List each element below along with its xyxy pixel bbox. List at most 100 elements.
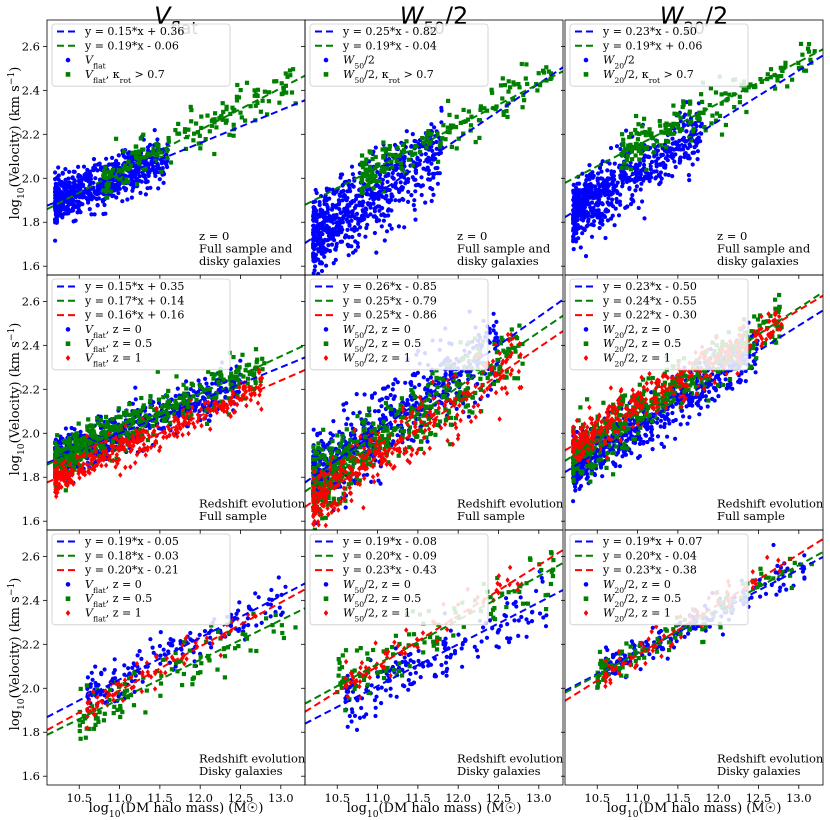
data-point-s2 [155,423,160,429]
data-point-s1 [322,453,327,458]
data-point-s1 [714,111,720,116]
data-point-s1 [136,150,141,155]
data-point-s0 [618,202,623,207]
data-point-s1 [398,407,403,412]
data-point-s0 [396,187,401,192]
data-point-s0 [574,227,579,232]
legend-fit-label: y = 0.23*x - 0.50 [602,25,697,38]
data-point-s0 [55,175,60,180]
data-point-s1 [121,421,126,426]
data-point-s1 [466,109,471,114]
data-point-s0 [607,192,612,197]
data-point-s1 [198,146,203,151]
data-point-s0 [95,203,100,208]
data-point-s1 [167,420,173,425]
data-point-s1 [65,439,70,444]
data-point-s0 [334,205,339,210]
data-point-s0 [401,197,406,202]
data-point-s0 [333,257,338,262]
data-point-s1 [76,446,81,451]
data-point-s1 [112,424,117,429]
data-point-s0 [346,235,352,240]
data-point-s0 [686,173,692,178]
data-point-s0 [436,381,441,386]
data-point-s1 [90,425,95,430]
data-point-s1 [448,123,454,128]
data-point-s0 [655,148,661,153]
data-point-s1 [227,132,232,137]
data-point-s1 [139,423,144,428]
data-point-s0 [677,158,683,163]
data-point-s2 [183,419,189,426]
data-point-s1 [710,113,715,118]
data-point-s1 [162,418,167,423]
fit-line-1 [47,344,305,466]
data-point-s0 [423,387,428,392]
data-point-s1 [623,146,628,151]
data-point-s1 [101,173,106,178]
data-point-s1 [177,395,182,400]
data-point-s0 [695,157,700,162]
data-point-s1 [237,365,242,370]
data-point-s1 [500,76,505,81]
data-point-s1 [406,157,411,162]
data-point-s0 [82,172,87,178]
y-tick-label: 2.6 [22,294,40,308]
data-point-s2 [141,441,147,448]
data-point-s0 [607,182,613,187]
data-point-s1 [719,92,724,97]
data-point-s2 [221,405,227,411]
data-point-s2 [241,384,246,390]
data-point-s1 [737,94,742,99]
data-point-s0 [368,212,373,217]
data-point-s0 [196,378,201,383]
data-point-s1 [657,119,662,124]
data-point-s2 [221,408,227,415]
data-point-s0 [412,198,417,203]
data-point-s1 [670,124,675,129]
data-point-s0 [393,377,398,382]
data-point-s0 [321,443,326,448]
data-point-s0 [573,215,579,220]
fit-line-1 [565,48,823,184]
data-point-s1 [237,380,242,385]
data-point-s1 [253,380,258,386]
data-point-s1 [476,118,482,123]
data-point-s0 [350,172,355,177]
data-point-s1 [629,149,634,154]
legend-fit-label: y = 0.15*x + 0.35 [84,280,184,293]
data-point-s1 [181,398,186,403]
data-point-s2 [157,447,162,454]
data-point-s1 [649,131,654,136]
data-point-s1 [441,123,446,128]
data-point-s1 [254,360,259,365]
data-point-s1 [397,154,402,159]
data-point-s2 [196,415,202,421]
data-point-s2 [178,425,183,432]
data-point-s0 [468,369,473,374]
data-point-s1 [224,104,229,109]
data-point-s1 [236,95,242,100]
data-point-s0 [627,185,632,191]
data-point-s0 [431,192,436,197]
legend-fit-label: y = 0.19*x - 0.06 [84,39,179,52]
data-point-s1 [166,139,171,144]
data-point-s2 [103,462,109,469]
data-point-s1 [171,411,176,416]
data-point-s0 [377,208,382,213]
data-point-s1 [101,429,106,434]
data-point-s0 [574,185,579,190]
data-point-s1 [410,163,415,168]
fit-line-0 [47,99,305,207]
data-point-s1 [489,87,494,92]
scatter-points [311,61,554,275]
data-point-s0 [485,393,490,398]
data-point-s0 [598,176,604,181]
data-point-s1 [289,90,295,95]
data-point-s0 [364,192,369,197]
data-point-s0 [53,238,58,243]
data-point-s1 [84,451,89,456]
data-point-s0 [379,185,384,190]
data-point-s2 [81,461,86,467]
data-point-s1 [143,413,148,418]
